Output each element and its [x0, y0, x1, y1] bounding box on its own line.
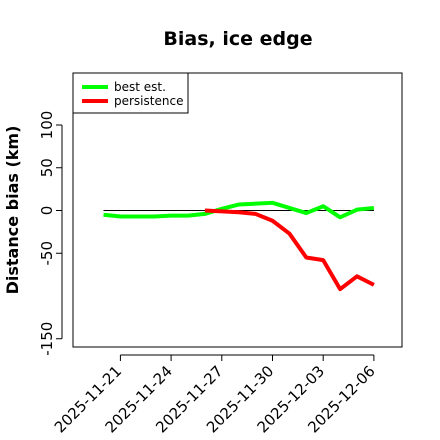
series-group	[103, 200, 375, 292]
series-line-best-est	[103, 200, 375, 220]
legend: best est. persistence	[72, 72, 189, 114]
legend-box	[72, 72, 189, 114]
y-axis: -150 -50 0 50 100	[38, 111, 63, 356]
legend-label-best-est: best est.	[114, 80, 166, 94]
y-axis-label: Distance bias (km)	[3, 126, 22, 295]
chart-title: Bias, ice edge	[163, 28, 312, 50]
y-tick-label: -150	[38, 322, 56, 356]
y-tick-label: 0	[38, 206, 56, 216]
y-tick-label: 100	[38, 111, 56, 140]
y-tick-label: 50	[38, 158, 56, 177]
x-axis: 2025-11-212025-11-242025-11-272025-11-30…	[51, 354, 379, 436]
y-tick-label: -50	[38, 241, 56, 266]
legend-label-persistence: persistence	[114, 94, 183, 108]
plot-frame	[72, 72, 403, 348]
series-line-persistence	[204, 208, 375, 292]
